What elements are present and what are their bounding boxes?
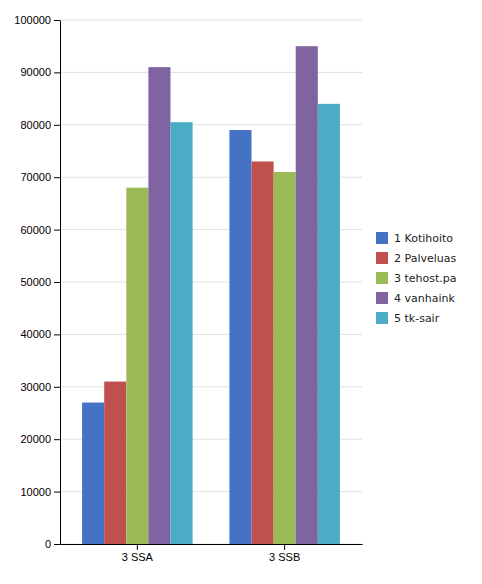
y-tick: 10000 [20,486,60,498]
legend-item: 5 tk-sair [376,312,440,325]
y-tick-label: 50000 [20,276,51,288]
bar [170,122,192,544]
bar [229,130,251,544]
y-tick-label: 60000 [20,224,51,236]
y-tick-mark [54,544,60,545]
y-tick-label: 40000 [20,328,51,340]
legend-item: 1 Kotihoito [376,232,453,245]
bar [318,104,340,544]
legend-swatch [376,272,388,284]
y-tick: 70000 [20,171,60,183]
legend-label: 2 Palveluas [394,252,456,265]
y-tick: 60000 [20,224,60,236]
legend-label: 3 tehost.pa [394,272,457,285]
bar [252,161,274,544]
x-tick-label: 3 SSA [122,551,154,563]
legend: 1 Kotihoito 2 Palveluas 3 tehost.pa 4 vanha… [376,232,457,325]
y-tick: 100000 [14,14,60,26]
y-tick: 20000 [20,433,60,445]
bar-series [148,46,317,544]
y-tick: 80000 [20,119,60,131]
y-tick-mark [54,334,60,335]
bar [82,403,104,544]
y-tick-mark [54,439,60,440]
y-tick-mark [54,177,60,178]
y-tick-label: 90000 [20,66,51,78]
x-tick: 3 SSB [269,544,300,563]
grid-line [60,20,362,21]
legend-item: 3 tehost.pa [376,272,457,285]
x-tick-mark [284,544,285,550]
legend-label: 1 Kotihoito [394,232,453,245]
x-tick: 3 SSA [122,544,154,563]
x-axis: 3 SSA 3 SSB [61,544,363,563]
y-tick-label: 20000 [20,433,51,445]
y-tick-mark [54,72,60,73]
y-tick-label: 100000 [14,14,51,26]
bar [104,382,126,544]
y-tick: 40000 [20,328,60,340]
y-tick-mark [54,282,60,283]
y-tick-label: 80000 [20,119,51,131]
y-tick-label: 10000 [20,486,51,498]
x-axis-line [61,544,363,545]
y-tick: 90000 [20,66,60,78]
y-tick-mark [54,492,60,493]
y-tick-mark [54,20,60,21]
bar [148,67,170,544]
y-tick-label: 0 [45,538,51,550]
legend-item: 2 Palveluas [376,252,456,265]
y-tick: 50000 [20,276,60,288]
y-tick-label: 70000 [20,171,51,183]
y-axis: 0 10000 20000 30000 40000 50000 60000 70000 8000… [14,14,60,550]
grid [60,20,362,544]
plot: 3 SSA 3 SSB 0 10000 20000 30000 40000 50000 6000… [14,14,362,563]
bars [82,46,340,544]
x-tick-mark [137,544,138,550]
legend-swatch [376,252,388,264]
bar-series [170,104,339,544]
chart: 3 SSA 3 SSB 0 10000 20000 30000 40000 50000 6000… [0,0,482,584]
y-tick: 0 [45,538,60,550]
y-tick-mark [54,230,60,231]
y-tick-label: 30000 [20,381,51,393]
legend-swatch [376,292,388,304]
bar [274,172,296,544]
y-axis-line [60,21,61,545]
legend-swatch [376,312,388,324]
legend-label: 4 vanhaink [394,292,455,305]
bar [296,46,318,544]
legend-item: 4 vanhaink [376,292,455,305]
y-tick-mark [54,387,60,388]
y-tick-mark [54,125,60,126]
legend-label: 5 tk-sair [394,312,440,325]
y-tick: 30000 [20,381,60,393]
x-tick-label: 3 SSB [269,551,300,563]
bar [126,188,148,544]
legend-swatch [376,232,388,244]
